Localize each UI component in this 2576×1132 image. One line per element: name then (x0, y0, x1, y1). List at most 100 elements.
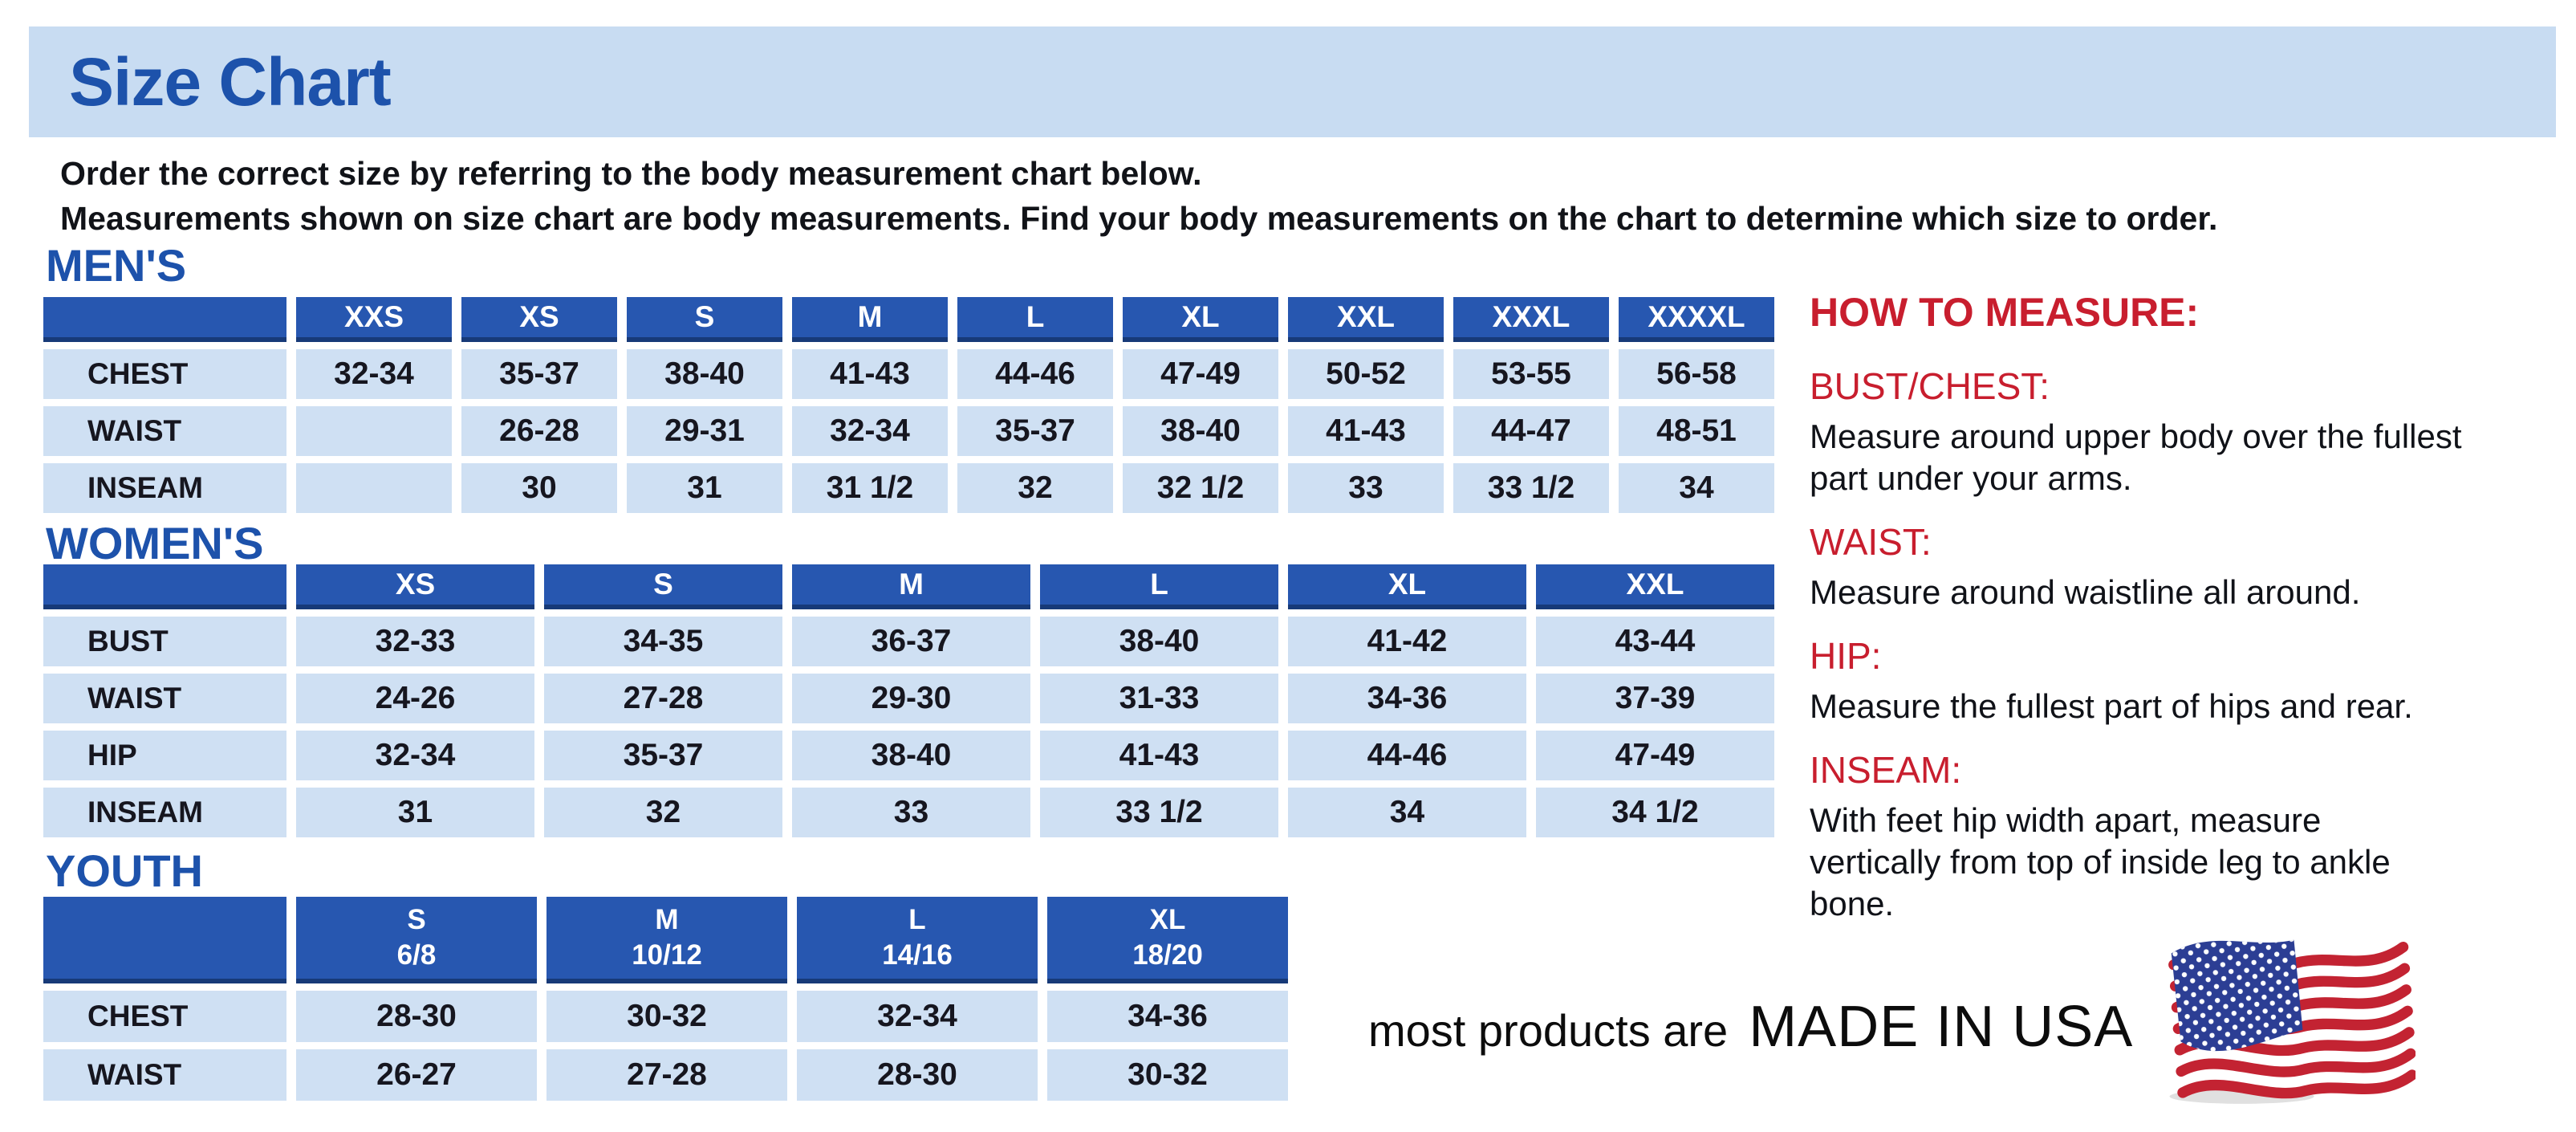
value-cell: 35-37 (957, 406, 1113, 456)
title-banner: Size Chart (29, 26, 2556, 137)
row-label: INSEAM (43, 788, 286, 837)
column-header: S (627, 297, 782, 342)
measure-item-text: Measure around upper body over the fulle… (1810, 417, 2462, 497)
youth-section-heading: YOUTH (46, 845, 203, 896)
column-header: S 6/8 (296, 897, 537, 983)
how-to-measure-panel: HOW TO MEASURE: BUST/CHEST: Measure aroun… (1810, 289, 2524, 946)
value-cell: 33 1/2 (1453, 463, 1609, 513)
column-header: L 14/16 (797, 897, 1038, 983)
measure-item: WAIST: Measure around waistline all aroun… (1810, 520, 2524, 613)
value-cell: 28-30 (296, 991, 537, 1042)
column-header: XXXXL (1619, 297, 1774, 342)
measure-item-text: Measure the fullest part of hips and rea… (1810, 687, 2413, 725)
usa-flag-icon (2167, 935, 2416, 1108)
row-label: BUST (43, 617, 286, 666)
value-cell: 34 (1619, 463, 1774, 513)
page-title: Size Chart (69, 44, 392, 120)
value-cell: 41-43 (792, 349, 948, 399)
value-cell: 26-28 (461, 406, 617, 456)
value-cell: 27-28 (546, 1049, 787, 1101)
column-header: L (957, 297, 1113, 342)
value-cell: 29-30 (792, 674, 1030, 723)
row-label: CHEST (43, 349, 286, 399)
value-cell: 30-32 (1047, 1049, 1288, 1101)
how-to-measure-heading: HOW TO MEASURE: (1810, 290, 2200, 335)
value-cell: 53-55 (1453, 349, 1609, 399)
measure-item-text: Measure around waistline all around. (1810, 573, 2361, 611)
value-cell: 38-40 (1040, 617, 1278, 666)
column-header: XS (461, 297, 617, 342)
intro-text: Order the correct size by referring to t… (60, 151, 2556, 241)
value-cell: 34 (1288, 788, 1526, 837)
column-header: XXXL (1453, 297, 1609, 342)
value-cell: 31 (627, 463, 782, 513)
measure-item-text: With feet hip width apart, measure verti… (1810, 801, 2391, 922)
column-header: M (792, 564, 1030, 609)
intro-line-1: Order the correct size by referring to t… (60, 155, 1202, 192)
column-header: M (792, 297, 948, 342)
table-corner-cell (43, 297, 286, 342)
measure-item-label: INSEAM: (1810, 749, 1962, 791)
value-cell: 32-34 (296, 731, 534, 780)
column-header: M 10/12 (546, 897, 787, 983)
youth-size-table: S 6/8 M 10/12 L 14/16 XL 18/20 CHEST 28-30 30-32 32… (43, 897, 1288, 1101)
value-cell: 41-43 (1040, 731, 1278, 780)
value-cell: 33 (1288, 463, 1444, 513)
value-cell: 38-40 (1123, 406, 1278, 456)
value-cell: 32 (957, 463, 1113, 513)
value-cell: 30 (461, 463, 617, 513)
value-cell: 24-26 (296, 674, 534, 723)
row-label: HIP (43, 731, 286, 780)
value-cell (296, 406, 452, 456)
column-header: S (544, 564, 782, 609)
value-cell: 35-37 (544, 731, 782, 780)
value-cell: 33 1/2 (1040, 788, 1278, 837)
value-cell: 28-30 (797, 1049, 1038, 1101)
made-in-usa-text: MADE IN USA (1749, 995, 2134, 1059)
value-cell: 41-43 (1288, 406, 1444, 456)
value-cell: 47-49 (1536, 731, 1774, 780)
measure-item-label: WAIST: (1810, 521, 1932, 563)
value-cell: 32-34 (296, 349, 452, 399)
value-cell: 35-37 (461, 349, 617, 399)
how-to-measure-items: BUST/CHEST: Measure around upper body ove… (1810, 364, 2524, 925)
measure-item-label: HIP: (1810, 635, 1882, 677)
column-header: XXL (1536, 564, 1774, 609)
womens-section-heading: WOMEN'S (46, 518, 264, 568)
measure-item: BUST/CHEST: Measure around upper body ove… (1810, 364, 2524, 499)
value-cell: 48-51 (1619, 406, 1774, 456)
column-header: XL 18/20 (1047, 897, 1288, 983)
value-cell: 44-46 (957, 349, 1113, 399)
value-cell: 32-34 (797, 991, 1038, 1042)
value-cell: 56-58 (1619, 349, 1774, 399)
value-cell: 43-44 (1536, 617, 1774, 666)
value-cell: 41-42 (1288, 617, 1526, 666)
value-cell: 36-37 (792, 617, 1030, 666)
footer-lead-text: most products are (1368, 1005, 1729, 1056)
value-cell: 32 1/2 (1123, 463, 1278, 513)
value-cell: 26-27 (296, 1049, 537, 1101)
value-cell: 44-47 (1453, 406, 1609, 456)
value-cell: 50-52 (1288, 349, 1444, 399)
value-cell: 32-33 (296, 617, 534, 666)
measure-item: HIP: Measure the fullest part of hips and… (1810, 634, 2524, 727)
measure-item-label: BUST/CHEST: (1810, 365, 2050, 407)
value-cell: 31 (296, 788, 534, 837)
value-cell: 32 (544, 788, 782, 837)
column-header: XXS (296, 297, 452, 342)
value-cell: 38-40 (792, 731, 1030, 780)
column-header: L (1040, 564, 1278, 609)
value-cell: 34-36 (1288, 674, 1526, 723)
value-cell: 27-28 (544, 674, 782, 723)
made-in-usa-line: most products are MADE IN USA (1368, 994, 2133, 1060)
value-cell: 34-36 (1047, 991, 1288, 1042)
column-header: XL (1123, 297, 1278, 342)
womens-size-table: XS S M L XL XXL BUST 32-33 34-35 36-37 38-40 41-42 4… (43, 564, 1774, 837)
row-label: INSEAM (43, 463, 286, 513)
table-corner-cell (43, 564, 286, 609)
row-label: WAIST (43, 674, 286, 723)
row-label: CHEST (43, 991, 286, 1042)
column-header: XXL (1288, 297, 1444, 342)
value-cell: 30-32 (546, 991, 787, 1042)
